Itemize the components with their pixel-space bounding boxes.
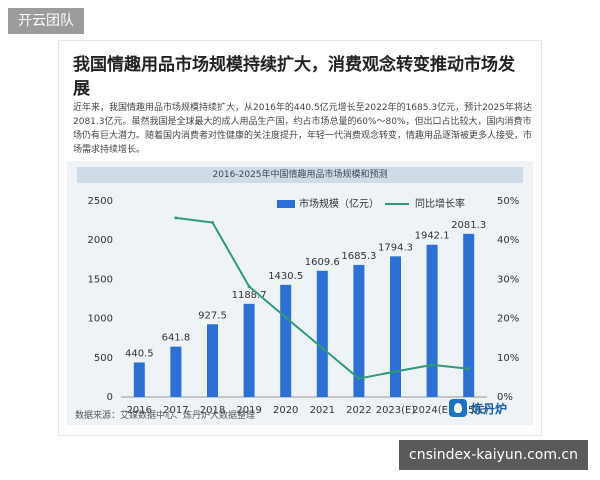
x-tick-label: 2024(E) xyxy=(412,405,452,416)
site-badge: 开云团队 xyxy=(8,8,84,34)
x-tick-label: 2018 xyxy=(200,405,225,416)
y-right-tick-label: 20% xyxy=(497,314,519,325)
legend-bar-swatch xyxy=(277,200,295,208)
bar xyxy=(243,303,255,397)
brand-logo: 炼丹炉 xyxy=(449,397,523,419)
legend-line-label: 同比增长率 xyxy=(415,197,465,210)
bar xyxy=(316,270,328,397)
bar xyxy=(207,324,218,397)
growth-rate-point xyxy=(357,377,361,381)
market-chart: 0 500 1000 1500 2000 2500 0% 10% 20% 30% 40% 50% 440… xyxy=(88,196,520,416)
bar-value-label: 1609.6 xyxy=(305,257,340,268)
y-left-tick-label: 500 xyxy=(94,353,113,364)
article-title: 我国情趣用品市场规模持续扩大，消费观念转变推动市场发展 xyxy=(73,55,515,99)
x-tick-label: 2019 xyxy=(236,405,261,416)
growth-rate-point xyxy=(394,370,397,374)
growth-rate-point xyxy=(284,315,288,319)
bar-value-label: 927.5 xyxy=(198,310,227,321)
legend-bar-label: 市场规模（亿元） xyxy=(299,197,379,210)
bar xyxy=(133,362,145,397)
y-left-tick-label: 2500 xyxy=(88,196,113,207)
y-right-tick-label: 30% xyxy=(497,274,519,285)
chart-title: 2016-2025年中国情趣用品市场规模和预测 xyxy=(77,167,523,183)
site-url: cnsindex-kaiyun.com.cn xyxy=(399,440,588,470)
x-tick-label: 2021 xyxy=(310,405,335,416)
growth-rate-point xyxy=(320,346,324,350)
x-tick-label: 2025(E) xyxy=(449,405,489,416)
bar-value-label: 1188.7 xyxy=(232,290,267,301)
growth-rate-point xyxy=(211,221,214,225)
x-tick-label: 2023(E) xyxy=(376,405,416,416)
bar-value-label: 1794.3 xyxy=(378,242,413,253)
growth-rate-point xyxy=(247,284,251,288)
article-card: 我国情趣用品市场规模持续扩大，消费观念转变推动市场发展 近年来，我国情趣用品市场… xyxy=(58,40,542,436)
bar xyxy=(353,264,365,397)
x-tick-label: 2017 xyxy=(163,405,188,416)
chart-panel: 2016-2025年中国情趣用品市场规模和预测 0 500 1000 1500 2000… xyxy=(67,161,533,425)
article-body: 近年来，我国情趣用品市场规模持续扩大，从2016年的440.5亿元增长至2022… xyxy=(73,103,533,155)
growth-rate-point xyxy=(430,363,434,367)
y-right-tick-label: 10% xyxy=(497,353,519,364)
bar-value-label: 641.8 xyxy=(162,333,191,344)
bar-value-label: 2081.3 xyxy=(451,220,486,231)
y-right-tick-label: 50% xyxy=(497,196,519,207)
growth-rate-point xyxy=(174,216,178,220)
brand-name: 炼丹炉 xyxy=(471,401,508,416)
y-left-tick-label: 1500 xyxy=(88,274,113,285)
y-left-tick-label: 0 xyxy=(107,392,113,403)
x-tick-label: 2022 xyxy=(346,405,371,416)
bar xyxy=(280,284,292,397)
y-left-tick-label: 1000 xyxy=(88,314,113,325)
bar-value-label: 1430.5 xyxy=(268,271,303,282)
data-source: 数据来源：艾媒数据中心、炼丹炉大数据整理 xyxy=(75,411,256,421)
y-left-tick-label: 2000 xyxy=(88,235,113,246)
y-right-tick-label: 0% xyxy=(497,392,513,403)
y-right-tick-label: 40% xyxy=(497,235,519,246)
growth-rate-point xyxy=(467,367,471,371)
bar xyxy=(170,346,182,397)
brand-logo-icon xyxy=(449,399,467,417)
bar xyxy=(390,256,401,397)
x-tick-label: 2020 xyxy=(273,405,298,416)
bar-value-label: 1942.1 xyxy=(415,231,450,242)
bar xyxy=(426,244,438,397)
bar-value-label: 1685.3 xyxy=(341,251,376,262)
bar xyxy=(463,233,475,397)
x-tick-label: 2016 xyxy=(127,405,152,416)
bar-value-label: 440.5 xyxy=(125,348,154,359)
